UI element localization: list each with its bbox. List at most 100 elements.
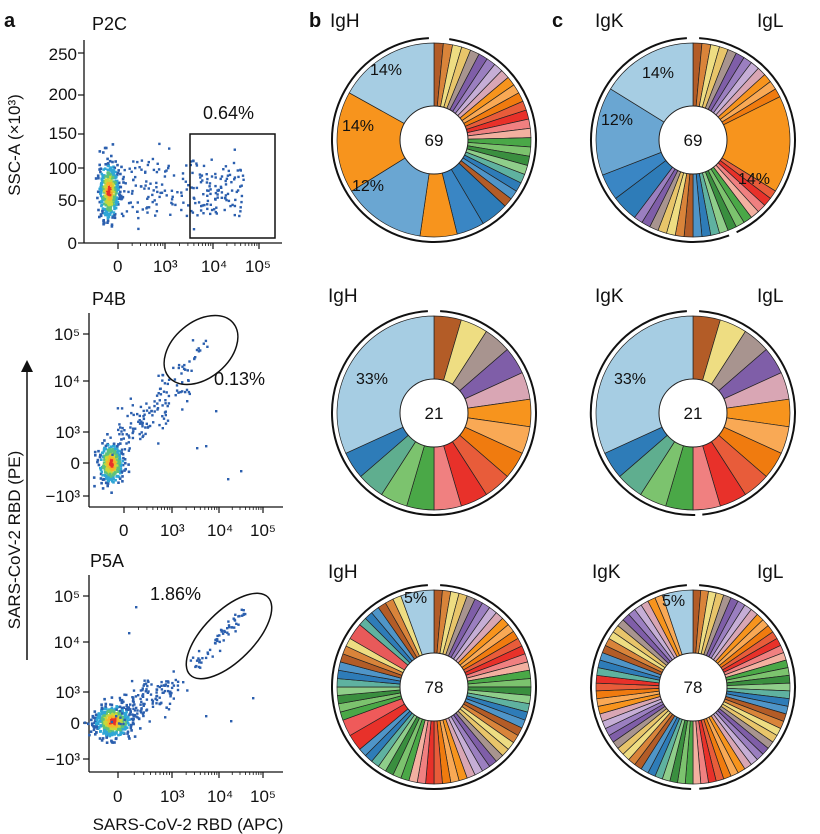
scatter-point [104, 724, 108, 728]
scatter-point [226, 174, 230, 177]
scatter-point [102, 449, 106, 453]
scatter-point [227, 478, 230, 481]
scatter-point [108, 159, 112, 163]
scatter-point [119, 442, 122, 445]
scatter-point [163, 382, 167, 385]
scatter-point [167, 378, 171, 381]
scatter-point [126, 414, 129, 418]
scatter-point [234, 613, 237, 616]
scatter-point [164, 716, 167, 719]
scatter-point [165, 169, 168, 172]
scatter-point [117, 186, 120, 190]
pie-ring-arc [699, 310, 796, 516]
scatter-point [101, 451, 104, 455]
scatter-point [226, 631, 229, 634]
scatter-point [199, 349, 202, 352]
scatter-point [109, 476, 112, 480]
scatter-point [222, 168, 225, 171]
scatter-point [90, 718, 93, 722]
scatter-point [220, 186, 223, 189]
scatter-point [190, 369, 193, 372]
scatter-point [129, 725, 133, 728]
scatter-point [146, 211, 149, 214]
scatter-point [176, 680, 180, 683]
pie-center-hole [658, 105, 728, 175]
scatter-point [139, 709, 142, 713]
scatter-point [138, 422, 142, 425]
scatter-point [140, 700, 143, 704]
scatter-point [109, 186, 113, 190]
scatter-point [107, 202, 110, 205]
scatter-point [103, 707, 106, 710]
scatter-point [106, 433, 109, 436]
pie-outer-ring [331, 37, 537, 243]
scatter-point [154, 214, 157, 217]
scatter-point [132, 700, 135, 704]
scatter-point [121, 725, 124, 729]
scatter-point [122, 437, 125, 440]
scatter-point [116, 444, 119, 448]
scatter-point [97, 726, 101, 730]
scatter-point [108, 448, 112, 451]
scatter-point [120, 448, 124, 451]
gate-ellipse [163, 314, 239, 386]
y-tick-label: 10⁵ [54, 587, 80, 606]
scatter-point [102, 477, 106, 481]
scatter-point [107, 209, 110, 212]
pie-percent: 12% [601, 112, 633, 129]
scatter-point [192, 196, 195, 199]
scatter-point [113, 176, 116, 180]
scatter-point [121, 480, 124, 483]
scatter-point [105, 727, 108, 731]
scatter-point [105, 210, 109, 214]
scatter-point [182, 201, 185, 204]
scatter-point [110, 703, 114, 707]
scatter-point [161, 427, 164, 430]
gate-percent: 0.64% [203, 103, 254, 123]
scatter-point [122, 456, 125, 460]
scatter-point [136, 412, 139, 416]
scatter-point [120, 470, 124, 473]
scatter-point [170, 189, 174, 192]
scatter-point [219, 628, 223, 632]
scatter-point [227, 624, 231, 627]
scatter-point [103, 189, 106, 193]
scatter-point [127, 463, 130, 466]
scatter-point [118, 456, 122, 459]
y-tick-label: 10³ [55, 683, 80, 702]
scatter-point [139, 727, 142, 730]
scatter-point [157, 168, 161, 171]
scatter-point [189, 160, 193, 163]
scatter-point [98, 150, 102, 153]
scatter-point [87, 722, 90, 726]
scatter-point [176, 684, 180, 687]
scatter-point [214, 176, 217, 179]
scatter-point [224, 194, 228, 197]
scatter-point [206, 203, 209, 206]
scatter-point [103, 167, 107, 170]
scatter-point [155, 186, 158, 189]
scatter-point [177, 391, 180, 394]
scatter-point [118, 433, 121, 436]
scatter-point [111, 448, 114, 451]
scatter-point [229, 204, 232, 208]
pie-ring-arc [699, 37, 796, 234]
scatter-point [205, 445, 208, 448]
scatter-point [117, 712, 121, 716]
scatter-point [109, 463, 113, 466]
scatter-point [180, 208, 183, 212]
scatter-point [105, 452, 108, 455]
scatter-point [101, 196, 105, 200]
scatter-point [134, 175, 137, 179]
scatter-point [116, 171, 120, 175]
scatter-point [241, 174, 245, 177]
scatter-point [190, 186, 193, 189]
scatter-point [121, 712, 124, 715]
scatter-point [146, 691, 149, 694]
scatter-point [105, 476, 108, 480]
scatter-point [113, 711, 117, 715]
scatter-point [205, 715, 208, 718]
scatter-point [160, 191, 164, 194]
scatter-point [144, 426, 147, 429]
scatter-point [119, 728, 122, 732]
